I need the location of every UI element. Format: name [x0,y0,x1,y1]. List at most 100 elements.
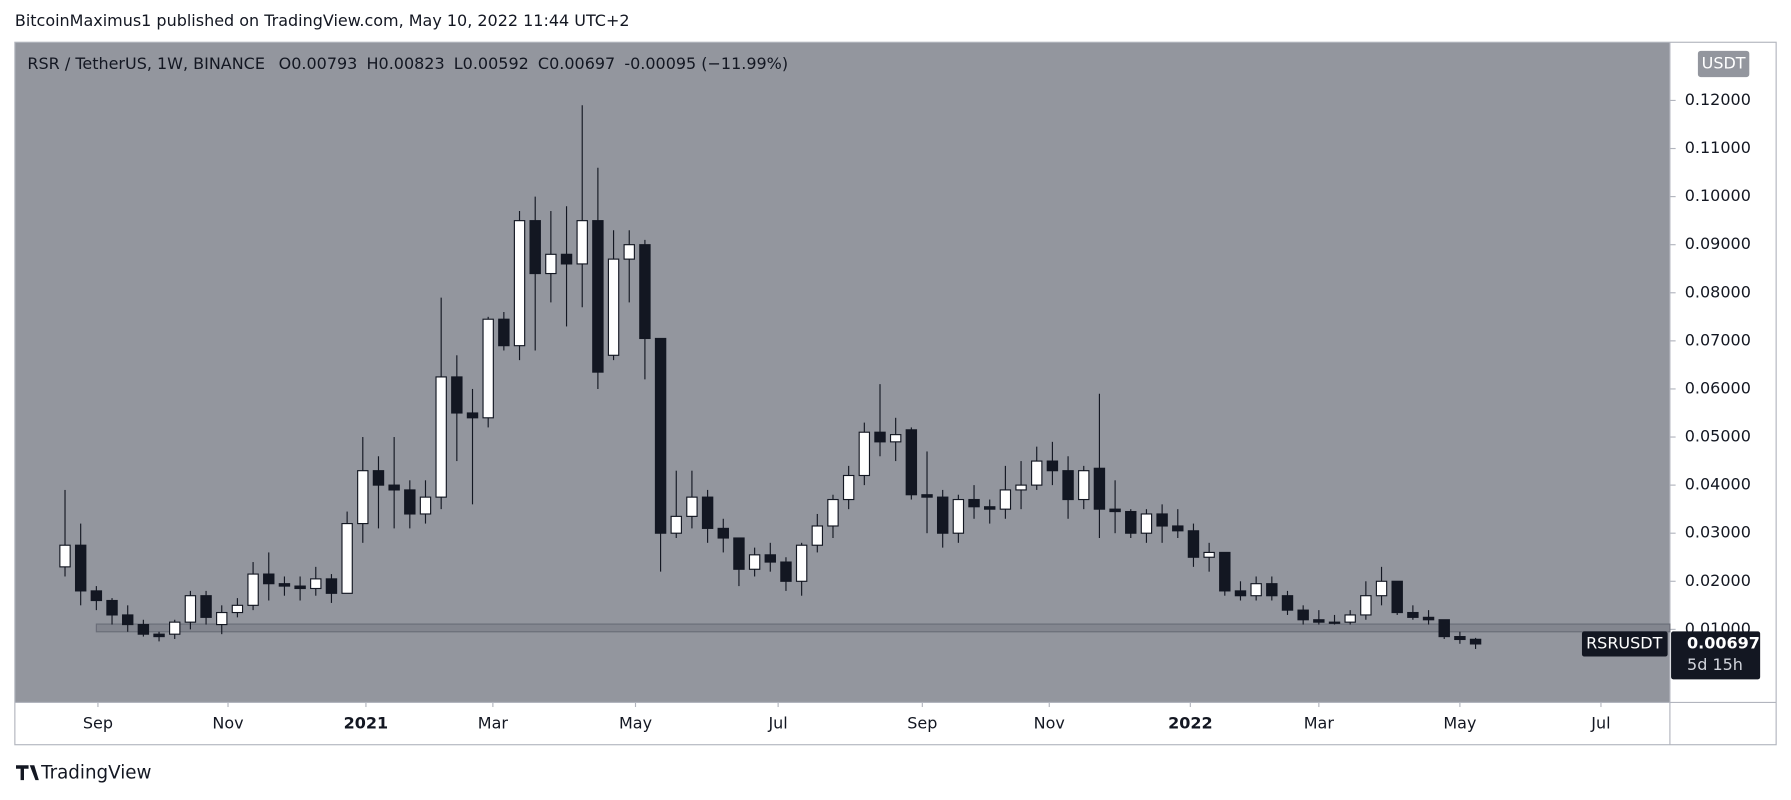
candle-body [717,527,729,539]
candle-body [1360,595,1372,616]
candle-body [1297,609,1309,621]
candle-body [858,431,871,477]
candle-body [294,585,306,590]
countdown: 5d 15h [1687,655,1743,674]
candle-body [482,318,494,419]
candle-body [137,623,150,635]
currency: USDT [1702,53,1746,72]
y-tick-label: 0.09000 [1685,234,1751,253]
candle-body [592,220,604,373]
legend-item: -0.00095 (−11.99%) [624,53,788,72]
y-tick-label: 0.12000 [1685,90,1751,109]
x-tick-label: Mar [478,714,509,733]
y-tick-label: 0.03000 [1685,523,1751,542]
candle-body [231,604,244,614]
candle-body [388,484,400,491]
x-tick-label: 2022 [1168,714,1213,733]
y-tick-label: 0.06000 [1685,378,1751,397]
legend-item: L [454,53,463,72]
candle-body [921,494,933,498]
candle-body [1266,583,1278,597]
footer: TradingView [40,762,151,783]
candle-body [1109,508,1121,513]
candle-body [325,578,338,594]
legend-item: C [538,53,549,72]
candle-body [184,595,197,623]
x-tick-label: May [619,714,652,733]
candle-body [1140,513,1153,534]
x-tick-label: May [1443,714,1476,733]
symbol-tag [1581,631,1668,657]
candle-body [686,496,698,517]
candle-body [216,611,228,626]
candle-body [278,583,291,587]
candle-body [748,554,761,570]
candle-body [811,525,824,546]
candle-body [451,376,463,414]
plot-area [14,42,1670,703]
support-zone [95,623,1671,633]
y-tick-label: 0.02000 [1685,571,1751,590]
candle-body [419,496,432,515]
candle-body [1062,470,1074,501]
candle-body [639,244,651,340]
candle-body [1046,460,1059,472]
candle-body [90,590,103,602]
x-tick-label: 2021 [344,714,389,733]
candle-body [404,489,416,515]
candle-body [560,253,573,265]
symbol-label: RSRUSDT [1586,633,1663,652]
candle-body [968,498,980,508]
candle-body [1093,467,1106,510]
candle-body [153,633,165,638]
x-tick-label: Jul [1590,714,1610,733]
legend-item: 0.00592 [463,53,529,72]
candle-body [1156,513,1168,527]
price-tag [1671,631,1761,680]
candle-body [905,429,918,496]
candle-body [74,544,87,592]
legend-item: O [279,53,292,72]
candle-body [623,244,635,260]
candle-body [576,220,588,265]
candle-body [1219,551,1231,592]
candle-body [1422,616,1435,621]
currency-badge [1696,49,1751,79]
header: BitcoinMaximus1 published on TradingView… [15,11,630,30]
candle-body [670,515,682,534]
legend-item: H [367,53,379,72]
price-label: 0.00697 [1687,633,1760,652]
candle-body [936,496,949,534]
candle-body [733,537,745,570]
candle-body [59,544,71,568]
legend-item: 0.00823 [379,53,445,72]
candle-body [1391,580,1403,614]
candle-body [121,614,134,626]
x-tick-label: Nov [1034,714,1065,733]
candle-body [780,561,792,582]
candle-body [106,599,118,616]
candle-body [529,220,541,275]
candle-body [1454,636,1466,641]
x-tick-label: Jul [767,714,787,733]
candle-body [1172,525,1184,532]
candle-body [1281,595,1294,611]
x-tick-label: Mar [1304,714,1335,733]
candle-body [466,412,479,419]
candle-body [498,318,510,347]
candle-body [984,506,996,510]
legend: RSR / TetherUS, 1W, BINANCE O0.00793 H0.00… [27,53,788,72]
legend-item: 0.00793 [291,53,357,72]
candle-body [247,573,259,606]
legend-text: RSR / TetherUS, 1W, BINANCE O0.00793 H0.00… [27,53,788,72]
candle-body [764,554,777,563]
candle-body [1250,583,1262,597]
candle-body [999,489,1012,510]
candle-body [1125,510,1137,534]
candle-body [372,470,385,486]
x-tick-label: Nov [212,714,243,733]
candle-body [1375,580,1388,597]
candle-body [263,573,275,585]
candle-body [1078,470,1090,501]
